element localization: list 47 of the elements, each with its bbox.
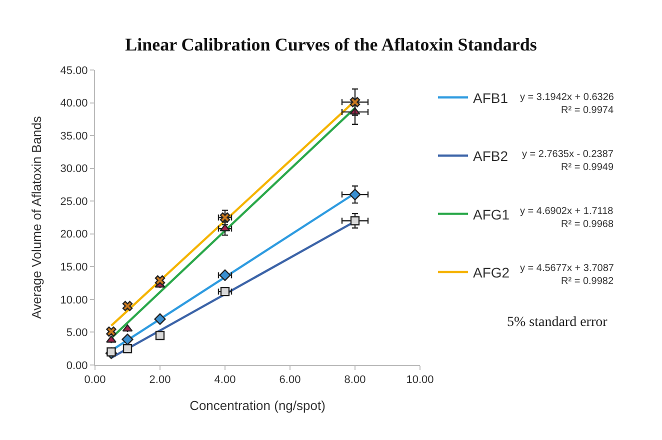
point bbox=[349, 188, 361, 200]
y-tick-label: 25.00 bbox=[60, 196, 88, 208]
x-tick-label: 8.00 bbox=[344, 374, 366, 386]
x-tick-label: 10.00 bbox=[406, 374, 434, 386]
point bbox=[122, 344, 132, 354]
y-tick-label: 5.00 bbox=[66, 327, 88, 340]
point bbox=[122, 324, 133, 332]
y-tick-label: 40.00 bbox=[60, 98, 88, 110]
x-tick-label: 0.00 bbox=[84, 374, 106, 386]
point bbox=[122, 334, 134, 346]
point bbox=[350, 216, 360, 226]
point bbox=[154, 275, 166, 286]
y-tick-label: 45.00 bbox=[60, 64, 88, 77]
legend-label: AFB2 bbox=[473, 148, 508, 164]
text: y = 4.5677x + 3.7087 bbox=[520, 263, 614, 274]
y-tick-label: 20.00 bbox=[60, 228, 88, 241]
y-tick-label: 30.00 bbox=[60, 163, 88, 176]
text: R² = 0.9974 bbox=[561, 105, 614, 116]
text: R² = 0.9982 bbox=[561, 276, 614, 287]
point bbox=[155, 330, 165, 340]
x-tick-label: 6.00 bbox=[279, 374, 301, 386]
chart-title: Linear Calibration Curves of the Aflatoxin Standards bbox=[125, 34, 537, 54]
text: y = 3.1942x + 0.6326 bbox=[520, 92, 614, 103]
x-tick-label: 4.00 bbox=[214, 374, 236, 386]
text: R² = 0.9968 bbox=[561, 219, 614, 230]
point bbox=[154, 313, 166, 325]
point bbox=[106, 326, 116, 337]
point bbox=[219, 269, 231, 281]
point bbox=[106, 347, 116, 356]
point bbox=[106, 335, 116, 343]
x-axis-title: Concentration (ng/spot) bbox=[190, 398, 326, 413]
text: y = 4.6902x + 1.7118 bbox=[520, 206, 614, 217]
y-axis-title: Average Volume of Aflatoxin Bands bbox=[29, 116, 44, 319]
text: 5% standard error bbox=[507, 315, 608, 330]
x-tick-label: 2.00 bbox=[149, 374, 171, 386]
text: y = 2.7635x - 0.2387 bbox=[522, 149, 614, 160]
point bbox=[122, 300, 133, 312]
y-tick-label: 35.00 bbox=[60, 130, 88, 142]
legend-label: AFB1 bbox=[473, 90, 508, 106]
text: R² = 0.9949 bbox=[561, 162, 614, 173]
y-tick-label: 0.00 bbox=[66, 360, 88, 372]
y-tick-label: 10.00 bbox=[60, 294, 88, 306]
point bbox=[220, 286, 230, 296]
point bbox=[350, 97, 360, 108]
y-tick-label: 15.00 bbox=[60, 262, 88, 274]
legend-label: AFG1 bbox=[473, 206, 510, 222]
legend-label: AFG2 bbox=[473, 264, 510, 280]
